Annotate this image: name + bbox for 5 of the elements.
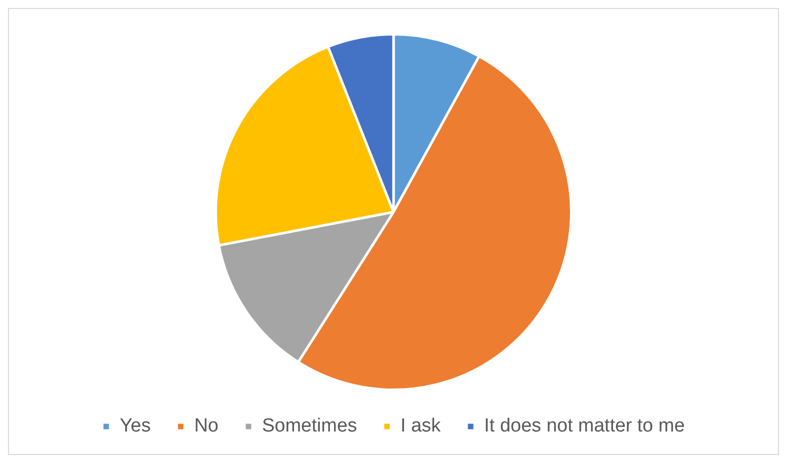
legend-label: Sometimes bbox=[262, 416, 358, 437]
legend-label: No bbox=[194, 416, 218, 437]
legend-label: It does not matter to me bbox=[484, 416, 685, 437]
legend-label: I ask bbox=[400, 416, 442, 437]
legend-label: Yes bbox=[120, 416, 151, 437]
